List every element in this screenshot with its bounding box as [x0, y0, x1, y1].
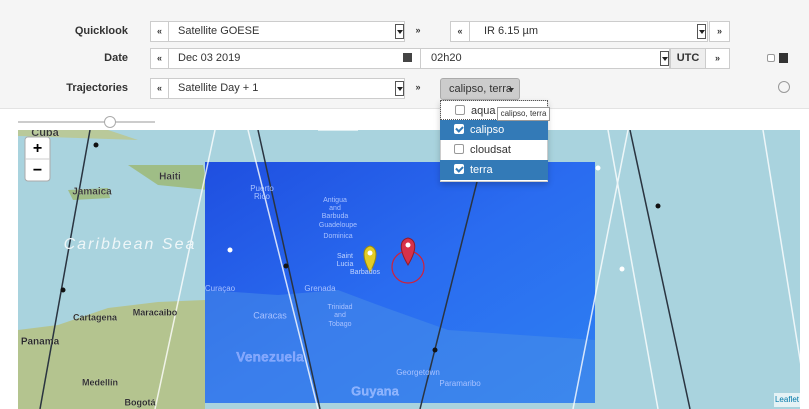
map-label: Dominica: [323, 233, 352, 240]
trajectories-white: [154, 130, 800, 409]
prev-button[interactable]: «: [150, 48, 169, 69]
quicklook-label: Quicklook: [74, 25, 128, 37]
land: [18, 300, 205, 409]
select-arrow: [697, 24, 706, 39]
option-label: calipso: [470, 124, 505, 136]
dropdown-option[interactable]: aqua: [440, 100, 548, 120]
map-label: Maracaibo: [133, 307, 178, 317]
calendar-icon: [403, 53, 412, 62]
prev-button[interactable]: «: [150, 21, 169, 42]
map-label: and: [334, 312, 346, 319]
option-checkbox[interactable]: [454, 144, 464, 154]
dropdown-option[interactable]: cloudsat: [440, 140, 548, 160]
map-label: Guadeloupe: [319, 222, 357, 229]
map-label: Puerto: [250, 184, 274, 193]
trajectory-points: [60, 142, 661, 353]
date-label: Date: [104, 52, 128, 64]
land: [18, 130, 138, 140]
timezone-addon: UTC: [670, 48, 706, 69]
prev-button[interactable]: «: [450, 21, 470, 42]
map-label: and: [329, 205, 341, 212]
animation-checkbox[interactable]: [767, 54, 775, 62]
marker-dot: [405, 242, 411, 248]
marker[interactable]: [363, 245, 377, 274]
map-label: Jamaica: [72, 187, 112, 198]
marker[interactable]: [400, 237, 416, 266]
attribution-box: [774, 393, 800, 407]
map-label: Tobago: [329, 321, 352, 328]
slider-knob[interactable]: [104, 116, 116, 128]
opacity-slider[interactable]: [18, 121, 155, 123]
select-arrow: [395, 81, 404, 96]
map-label: Saint: [337, 253, 353, 260]
map-label: Trinidad: [327, 304, 352, 311]
map-label: Barbuda: [322, 213, 349, 220]
map-label: Curaçao: [205, 284, 236, 293]
next-button[interactable]: »: [415, 25, 421, 35]
option-checkbox[interactable]: [454, 164, 464, 174]
map-label: Venezuela: [236, 349, 304, 365]
trajectories-label: Trajectories: [66, 82, 128, 94]
zoom-in[interactable]: +: [33, 140, 42, 157]
map-label: Bogotá: [125, 397, 157, 407]
map-label: Rico: [254, 192, 271, 201]
dropdown-text: calipso, terra: [449, 83, 512, 95]
next-button[interactable]: »: [709, 21, 730, 42]
map-label: Barbados: [350, 269, 380, 276]
satellite-dropdown-button[interactable]: calipso, terra: [440, 78, 520, 100]
attribution[interactable]: Leaflet: [775, 395, 800, 404]
channel-select[interactable]: IR 6.15 µm: [469, 21, 708, 42]
land: [128, 165, 208, 190]
select-arrow: [395, 24, 404, 39]
satellite-select[interactable]: Satellite GOESE: [168, 21, 405, 42]
mode-select[interactable]: Satellite Day + 1: [168, 78, 405, 99]
select-arrow: [660, 51, 669, 66]
map-label: Haiti: [159, 172, 181, 183]
time-select[interactable]: 02h20: [420, 48, 670, 69]
map-label: Lucia: [337, 261, 354, 268]
prev-button[interactable]: «: [150, 78, 169, 99]
marker-dot: [367, 250, 373, 256]
option-checkbox[interactable]: [455, 105, 465, 115]
trajectory-points-white: [227, 165, 625, 272]
option-label: terra: [470, 164, 493, 176]
option-label: aqua: [471, 105, 496, 117]
map-label: Guyana: [351, 383, 399, 398]
map-label: Caribbean Sea: [64, 236, 197, 253]
map-label: Panama: [21, 337, 60, 348]
map-label: Antigua: [323, 197, 347, 204]
map-label: Cuba: [31, 130, 59, 139]
caret: [508, 88, 514, 95]
option-checkbox[interactable]: [454, 124, 464, 134]
cloud-land: [205, 290, 595, 403]
zoom-out[interactable]: −: [33, 162, 42, 179]
option-label: cloudsat: [470, 144, 511, 156]
map-label: Caracas: [253, 310, 287, 320]
map-label: Georgetown: [396, 368, 440, 377]
next-button[interactable]: »: [705, 48, 730, 69]
map-label: Paramaribo: [439, 379, 481, 388]
collapse-icon[interactable]: [778, 81, 790, 93]
dropdown-option[interactable]: calipso: [440, 120, 548, 140]
map-label: Grenada: [304, 284, 336, 293]
tooltip: calipso, terra: [497, 107, 550, 121]
date-input[interactable]: Dec 03 2019: [168, 48, 421, 69]
map-label: Medellín: [82, 377, 118, 387]
map-label: Cartagena: [73, 312, 118, 322]
dropdown-option[interactable]: terra: [440, 160, 548, 180]
film-icon: [779, 53, 788, 63]
next-button[interactable]: »: [415, 82, 421, 92]
